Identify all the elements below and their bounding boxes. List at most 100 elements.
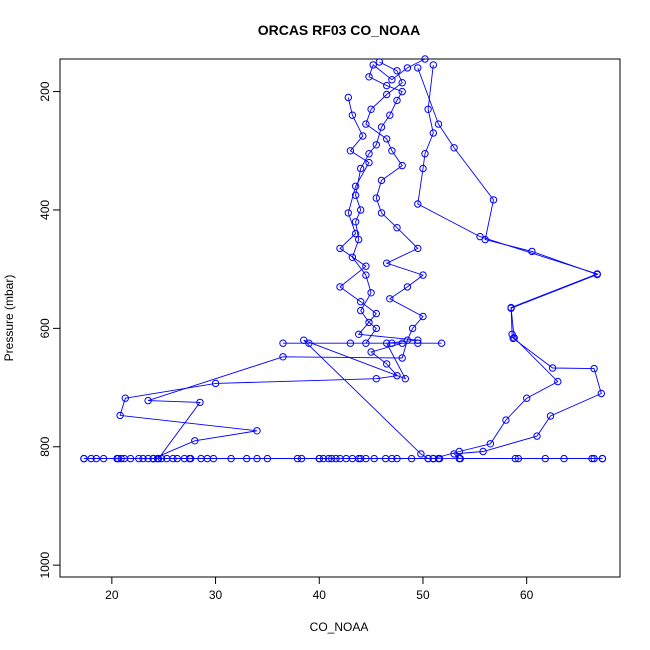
data-point — [157, 454, 166, 463]
data-point — [351, 218, 360, 226]
points-layer — [80, 55, 607, 463]
data-point — [153, 454, 162, 463]
data-point — [211, 379, 220, 388]
data-point — [403, 64, 412, 72]
data-point — [533, 432, 541, 440]
data-point — [144, 454, 152, 463]
data-point — [377, 209, 386, 217]
y-axis-label: Pressure (mbar) — [2, 275, 16, 362]
data-point — [429, 129, 437, 137]
data-point — [388, 76, 396, 84]
data-point — [429, 61, 437, 69]
data-point — [135, 454, 143, 463]
data-point — [424, 454, 432, 463]
data-point — [388, 147, 396, 155]
data-point — [332, 454, 340, 463]
data-point — [455, 447, 463, 456]
data-point — [511, 454, 519, 463]
y-axis: 200 400 600 800 1000 — [38, 81, 60, 579]
data-point — [169, 454, 177, 463]
data-point — [401, 375, 409, 383]
data-point — [393, 372, 401, 380]
data-point — [383, 259, 391, 267]
data-point — [377, 123, 386, 131]
data-point — [324, 454, 333, 463]
data-point — [528, 247, 536, 256]
data-point — [196, 398, 204, 407]
data-point — [417, 450, 425, 458]
data-point — [263, 454, 272, 463]
data-point — [365, 150, 373, 158]
data-point — [479, 447, 487, 456]
data-point — [541, 454, 549, 463]
data-point — [588, 454, 596, 463]
data-point — [489, 196, 498, 204]
data-point — [139, 454, 147, 463]
data-point — [357, 206, 365, 214]
data-point — [99, 454, 108, 463]
data-point — [598, 454, 607, 463]
data-point — [92, 454, 101, 463]
data-point — [355, 235, 363, 244]
data-point — [243, 454, 251, 463]
data-point — [590, 454, 598, 463]
data-point — [121, 394, 130, 402]
data-point — [80, 454, 88, 463]
data-point — [87, 454, 95, 463]
data-point — [372, 375, 380, 383]
data-point — [362, 120, 370, 128]
data-point — [383, 81, 391, 90]
data-point — [355, 454, 363, 463]
data-point — [253, 454, 261, 463]
data-point — [319, 454, 328, 463]
data-point — [209, 454, 218, 463]
data-point — [362, 271, 370, 279]
x-tick-label: 20 — [105, 588, 119, 602]
data-point — [372, 324, 380, 333]
data-point — [546, 412, 555, 420]
y-tick-label: 200 — [38, 81, 52, 101]
data-point — [502, 416, 510, 424]
data-point — [369, 61, 377, 69]
data-point — [367, 289, 375, 297]
data-point — [393, 96, 401, 105]
data-point — [351, 182, 360, 191]
chart-title: ORCAS RF03 CO_NOAA — [258, 22, 421, 38]
x-tick-label: 60 — [520, 588, 534, 602]
data-point — [560, 454, 568, 463]
data-point — [514, 454, 523, 463]
data-point — [365, 73, 373, 81]
series-line-5 — [303, 97, 439, 460]
data-point — [381, 454, 390, 463]
data-point — [362, 262, 370, 270]
data-point — [372, 309, 380, 318]
data-point — [336, 244, 344, 253]
data-point — [365, 318, 373, 327]
data-point — [362, 454, 370, 463]
data-point — [419, 164, 427, 173]
data-point — [450, 144, 458, 152]
data-point — [393, 67, 401, 75]
y-tick-label: 400 — [38, 200, 52, 220]
data-point — [434, 120, 443, 128]
series-line-1 — [119, 58, 442, 460]
data-point — [346, 339, 355, 347]
y-tick-label: 1000 — [38, 551, 52, 578]
data-point — [359, 132, 367, 140]
data-point — [386, 295, 394, 303]
data-point — [116, 411, 124, 420]
x-axis: 20 30 40 50 60 — [105, 577, 534, 602]
data-point — [227, 454, 235, 463]
y-tick-label: 600 — [38, 318, 52, 338]
data-point — [357, 306, 365, 315]
data-point — [403, 283, 412, 291]
data-point — [383, 135, 391, 143]
data-point — [437, 339, 446, 347]
data-point — [377, 176, 386, 185]
data-point — [144, 396, 152, 405]
data-point — [187, 454, 195, 463]
data-point — [293, 454, 302, 463]
data-point — [315, 454, 323, 463]
data-point — [372, 194, 380, 202]
